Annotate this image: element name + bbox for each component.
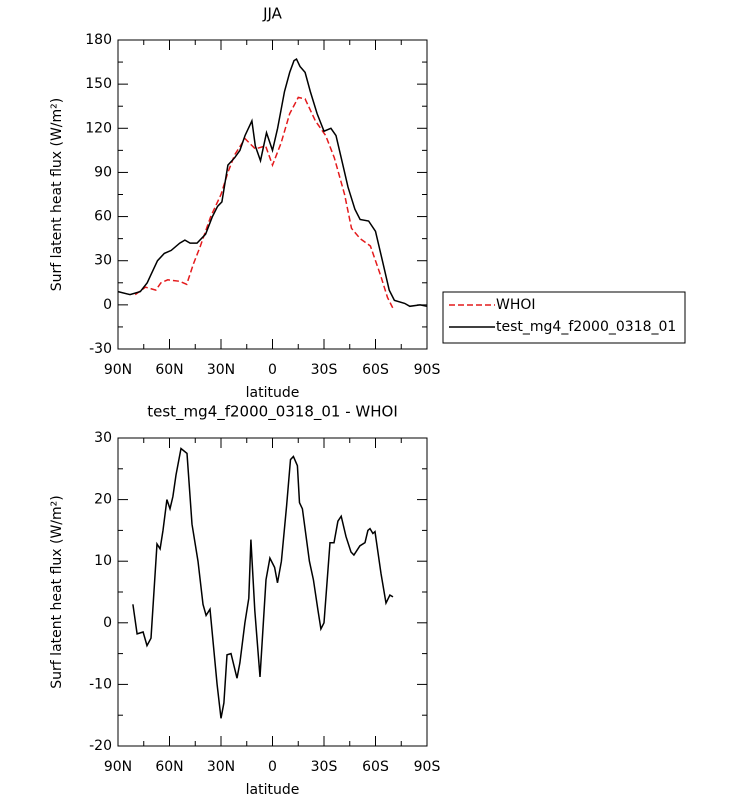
x-tick-label: 30S [311,362,338,378]
panel: test_mg4_f2000_0318_01 - WHOI latitude Sur… [49,403,440,799]
legend-label: test_mg4_f2000_0318_01 [496,319,676,335]
x-axis-label: latitude [246,385,300,401]
x-tick-label: 60N [155,362,183,378]
x-tick-label: 30S [311,759,338,775]
x-tick-label: 0 [268,759,277,775]
x-tick-label: 90N [104,362,132,378]
y-tick-label: 30 [94,430,112,446]
y-tick-label: -20 [89,738,112,754]
y-tick-label: 10 [94,553,112,569]
x-tick-label: 90S [414,362,441,378]
panel: JJA latitude Surf latent heat flux (W/m²) -… [49,5,686,401]
legend-box [442,291,686,344]
x-tick-label: 60S [362,362,389,378]
data-line [117,58,428,308]
data-line [134,96,394,309]
y-tick-label: 60 [94,209,112,225]
x-tick-label: 60S [362,759,389,775]
y-tick-label: 90 [94,164,112,180]
y-tick-label: 120 [85,120,112,136]
x-tick-label: 90N [104,759,132,775]
chart-title: test_mg4_f2000_0318_01 - WHOI [147,403,398,422]
y-axis-label: Surf latent heat flux (W/m²) [49,495,65,688]
legend: WHOI test_mg4_f2000_0318_01 [442,291,686,344]
x-tick-label: 0 [268,362,277,378]
y-tick-label: 20 [94,492,112,508]
y-tick-label: -10 [89,676,112,692]
chart-title: JJA [262,5,283,23]
y-tick-label: 150 [85,76,112,92]
y-tick-label: 0 [103,297,112,313]
y-tick-label: 180 [85,32,112,48]
legend-label: WHOI [496,297,536,313]
y-tick-label: 0 [103,615,112,631]
x-tick-label: 60N [155,759,183,775]
plot-frame [117,39,428,350]
y-axis-label: Surf latent heat flux (W/m²) [49,98,65,291]
y-tick-label: 30 [94,253,112,269]
y-tick-label: -30 [89,341,112,357]
x-tick-label: 90S [414,759,441,775]
x-axis-label: latitude [246,782,300,798]
plot-frame [117,437,428,747]
x-tick-label: 30N [207,759,235,775]
data-line [132,447,394,719]
x-tick-label: 30N [207,362,235,378]
